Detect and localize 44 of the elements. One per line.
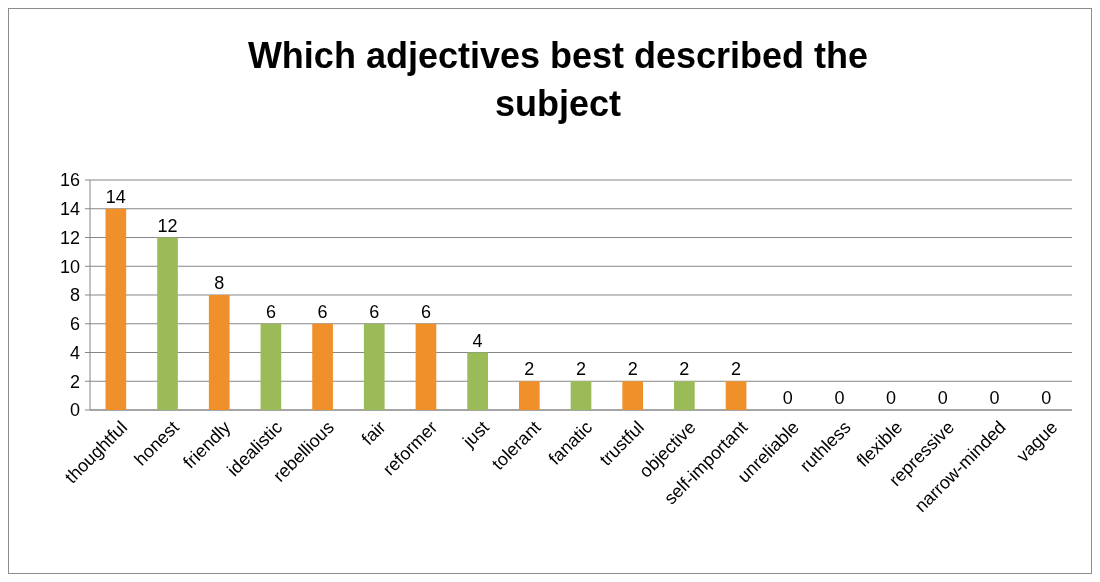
bar [105,208,127,410]
bar [467,352,488,410]
data-label: 0 [1041,388,1052,408]
y-tick-label: 14 [59,199,80,220]
data-label: 0 [989,388,1000,408]
data-label: 4 [472,330,483,351]
data-label: 0 [937,388,948,408]
data-label: 0 [886,388,897,408]
data-label: 2 [524,359,535,380]
y-tick-label: 16 [59,170,80,191]
bar [674,381,695,410]
bar [208,295,230,410]
y-tick-label: 4 [69,342,80,363]
y-tick-label: 0 [69,400,80,421]
bar [570,381,592,410]
data-label: 14 [105,186,126,207]
data-label: 2 [575,359,587,380]
chart-title: Which adjectives best described the subject [247,35,869,124]
data-label: 2 [731,359,742,380]
y-tick-label: 6 [69,314,80,335]
data-label: 6 [317,301,328,322]
data-label: 8 [214,273,225,293]
bar [312,323,333,410]
y-tick-label: 12 [59,227,80,248]
x-tick-label: just [458,417,493,452]
data-label: 0 [834,388,845,408]
data-label: 6 [265,301,276,322]
bar [260,323,282,410]
y-tick-label: 10 [59,256,80,277]
bar [415,323,437,410]
data-label: 2 [679,359,690,380]
data-label: 0 [782,388,793,408]
bar [622,381,644,410]
data-label: 2 [627,359,638,380]
data-label: 6 [420,301,431,322]
data-label: 6 [369,301,380,322]
y-tick-label: 8 [69,285,80,306]
data-label: 12 [157,215,178,236]
bar [518,381,540,410]
y-tick-label: 2 [69,371,80,392]
x-tick-label: fair [357,417,390,449]
bar [157,237,178,410]
bar [363,323,385,410]
bar [725,381,747,410]
